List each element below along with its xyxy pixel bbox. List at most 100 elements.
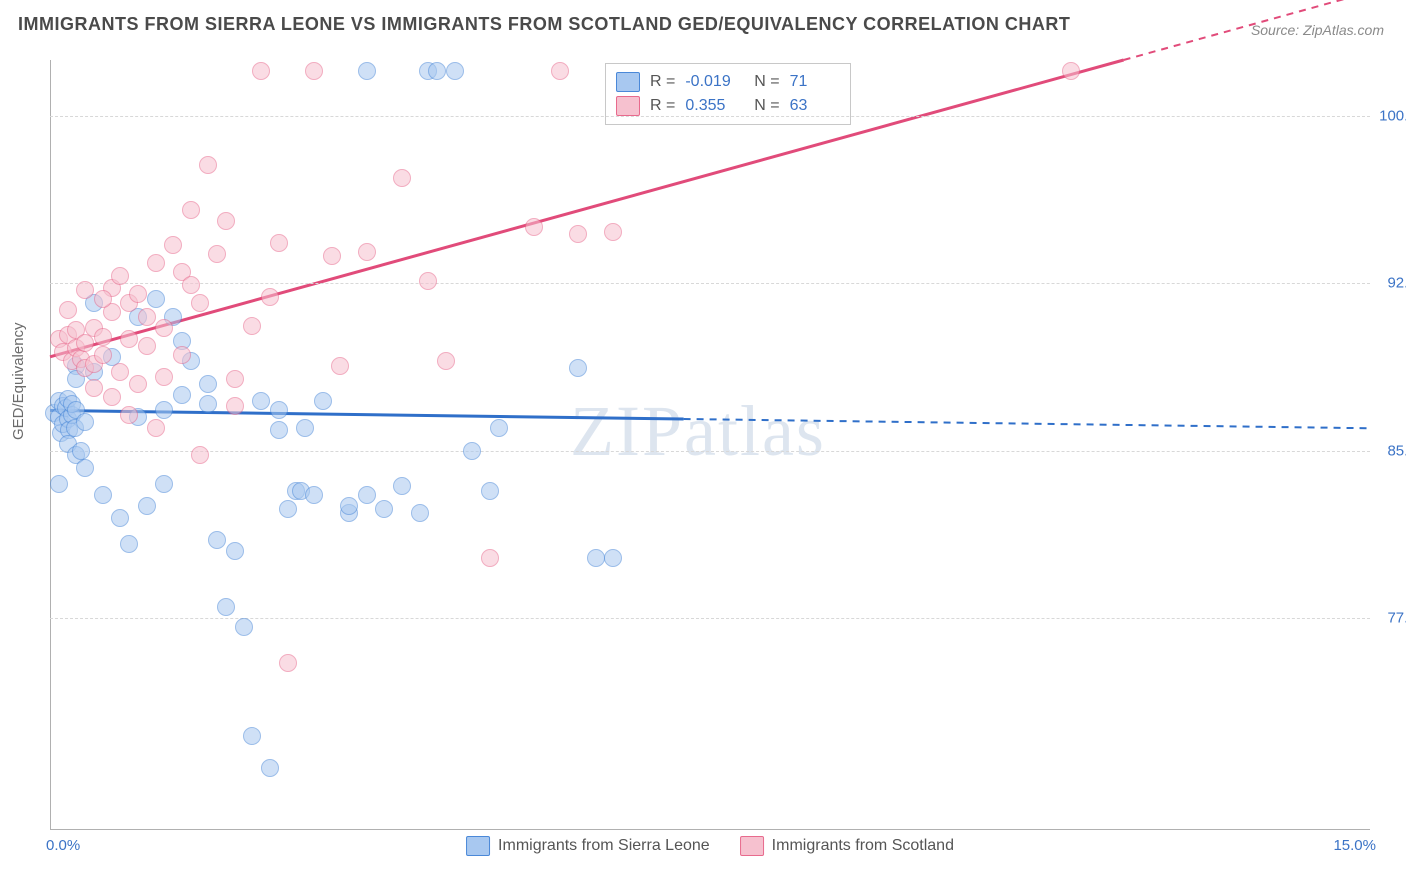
data-point: [481, 482, 499, 500]
data-point: [252, 62, 270, 80]
data-point: [296, 419, 314, 437]
data-point: [191, 446, 209, 464]
data-point: [147, 290, 165, 308]
data-point: [525, 218, 543, 236]
r-label: R =: [650, 73, 675, 91]
data-point: [393, 477, 411, 495]
legend-item: Immigrants from Scotland: [740, 836, 954, 856]
data-point: [270, 234, 288, 252]
data-point: [94, 328, 112, 346]
data-point: [72, 442, 90, 460]
data-point: [76, 281, 94, 299]
data-point: [331, 357, 349, 375]
data-point: [59, 301, 77, 319]
data-point: [164, 236, 182, 254]
gridline: [50, 116, 1370, 117]
r-value: 0.355: [685, 97, 735, 115]
data-point: [323, 247, 341, 265]
data-point: [182, 201, 200, 219]
data-point: [103, 388, 121, 406]
data-point: [199, 395, 217, 413]
legend-swatch: [616, 72, 640, 92]
r-label: R =: [650, 97, 675, 115]
data-point: [358, 486, 376, 504]
x-tick-left: 0.0%: [46, 837, 80, 854]
data-point: [129, 285, 147, 303]
data-point: [208, 245, 226, 263]
data-point: [235, 618, 253, 636]
data-point: [305, 62, 323, 80]
data-point: [208, 531, 226, 549]
x-axis-line: [50, 829, 1370, 830]
legend-stat-row: R = 0.355 N = 63: [616, 94, 840, 118]
data-point: [340, 497, 358, 515]
data-point: [147, 254, 165, 272]
legend-label: Immigrants from Sierra Leone: [498, 837, 710, 855]
data-point: [111, 267, 129, 285]
data-point: [226, 542, 244, 560]
chart-plot-area: ZIPatlas R = -0.019 N = 71R = 0.355 N = …: [50, 60, 1370, 830]
data-point: [94, 486, 112, 504]
gridline: [50, 451, 1370, 452]
legend-swatch: [466, 836, 490, 856]
y-axis-label: GED/Equivalency: [10, 322, 27, 440]
y-axis-line: [50, 60, 51, 830]
legend-swatch: [616, 96, 640, 116]
data-point: [279, 500, 297, 518]
regression-lines: [50, 60, 1370, 830]
data-point: [217, 212, 235, 230]
y-tick-label: 92.5%: [1370, 275, 1406, 292]
y-tick-label: 85.0%: [1370, 442, 1406, 459]
data-point: [155, 368, 173, 386]
data-point: [155, 319, 173, 337]
x-tick-right: 15.0%: [1333, 837, 1376, 854]
n-label: N =: [745, 73, 779, 91]
data-point: [85, 379, 103, 397]
data-point: [393, 169, 411, 187]
data-point: [314, 392, 332, 410]
data-point: [182, 276, 200, 294]
data-point: [279, 654, 297, 672]
data-point: [604, 549, 622, 567]
data-point: [437, 352, 455, 370]
data-point: [261, 288, 279, 306]
data-point: [419, 272, 437, 290]
y-tick-label: 77.5%: [1370, 609, 1406, 626]
data-point: [358, 243, 376, 261]
data-point: [217, 598, 235, 616]
data-point: [120, 535, 138, 553]
source-label: Source: ZipAtlas.com: [1251, 22, 1384, 38]
data-point: [428, 62, 446, 80]
data-point: [226, 397, 244, 415]
data-point: [173, 346, 191, 364]
data-point: [226, 370, 244, 388]
data-point: [375, 500, 393, 518]
data-point: [270, 421, 288, 439]
r-value: -0.019: [685, 73, 735, 91]
data-point: [50, 475, 68, 493]
legend-item: Immigrants from Sierra Leone: [466, 836, 710, 856]
data-point: [76, 413, 94, 431]
data-point: [490, 419, 508, 437]
data-point: [111, 363, 129, 381]
data-point: [120, 406, 138, 424]
data-point: [76, 459, 94, 477]
data-point: [411, 504, 429, 522]
data-point: [604, 223, 622, 241]
data-point: [463, 442, 481, 460]
data-point: [138, 497, 156, 515]
data-point: [252, 392, 270, 410]
data-point: [94, 290, 112, 308]
data-point: [1062, 62, 1080, 80]
data-point: [587, 549, 605, 567]
data-point: [138, 337, 156, 355]
data-point: [243, 727, 261, 745]
n-value: 71: [790, 73, 840, 91]
n-label: N =: [745, 97, 779, 115]
legend-stat-row: R = -0.019 N = 71: [616, 70, 840, 94]
data-point: [147, 419, 165, 437]
data-point: [551, 62, 569, 80]
legend-swatch: [740, 836, 764, 856]
data-point: [155, 475, 173, 493]
data-point: [261, 759, 279, 777]
